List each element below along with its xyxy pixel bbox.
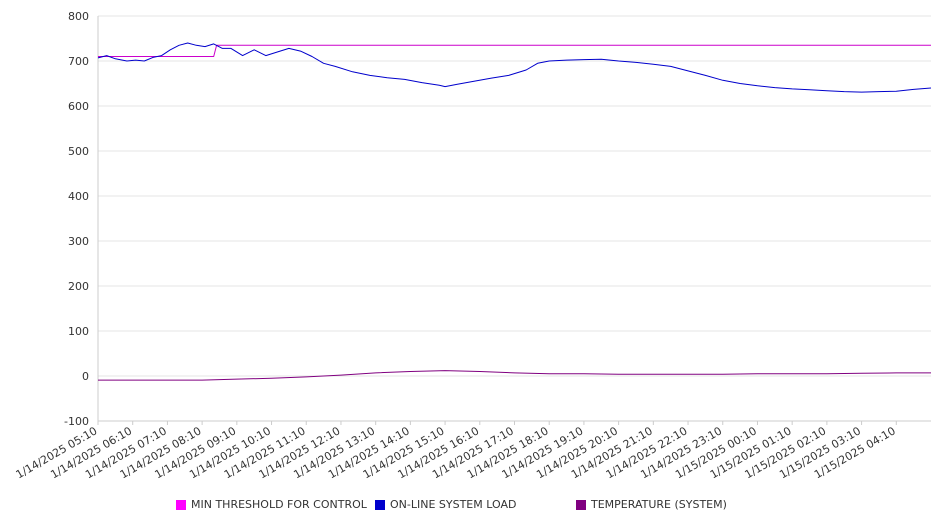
y-tick-label: -100 — [64, 415, 89, 428]
y-tick-label: 600 — [68, 100, 89, 113]
legend-item-temperature[interactable]: TEMPERATURE (SYSTEM) — [576, 498, 727, 511]
y-tick-label: 0 — [82, 370, 89, 383]
series-threshold-line — [98, 44, 931, 57]
y-tick-label: 200 — [68, 280, 89, 293]
y-tick-label: 100 — [68, 325, 89, 338]
series-temperature-line — [98, 370, 931, 381]
y-axis-ticks: -100 0 100 200 300 400 500 600 700 800 — [64, 10, 89, 428]
series-lines — [97, 42, 932, 381]
legend-item-load[interactable]: ON-LINE SYSTEM LOAD — [375, 498, 516, 511]
legend: MIN THRESHOLD FOR CONTROL ON-LINE SYSTEM… — [0, 498, 946, 516]
legend-swatch-threshold — [176, 499, 186, 510]
y-tick-label: 700 — [68, 55, 89, 68]
y-tick-label: 300 — [68, 235, 89, 248]
series-load-line — [97, 42, 932, 93]
axes — [97, 16, 931, 422]
legend-label-threshold: MIN THRESHOLD FOR CONTROL — [191, 498, 367, 511]
grid-lines — [98, 15, 931, 422]
legend-item-threshold[interactable]: MIN THRESHOLD FOR CONTROL — [176, 498, 367, 511]
x-axis-ticks: 1/14/2025 05:101/14/2025 06:101/14/2025 … — [14, 421, 898, 481]
y-tick-label: 500 — [68, 145, 89, 158]
legend-label-load: ON-LINE SYSTEM LOAD — [390, 498, 517, 511]
legend-label-temperature: TEMPERATURE (SYSTEM) — [591, 498, 727, 511]
legend-swatch-load — [375, 499, 385, 510]
chart-plot: -100 0 100 200 300 400 500 600 700 800 1/14/2025 … — [14, 10, 932, 481]
y-tick-label: 400 — [68, 190, 89, 203]
legend-swatch-temperature — [576, 499, 586, 510]
y-tick-label: 800 — [68, 10, 89, 23]
